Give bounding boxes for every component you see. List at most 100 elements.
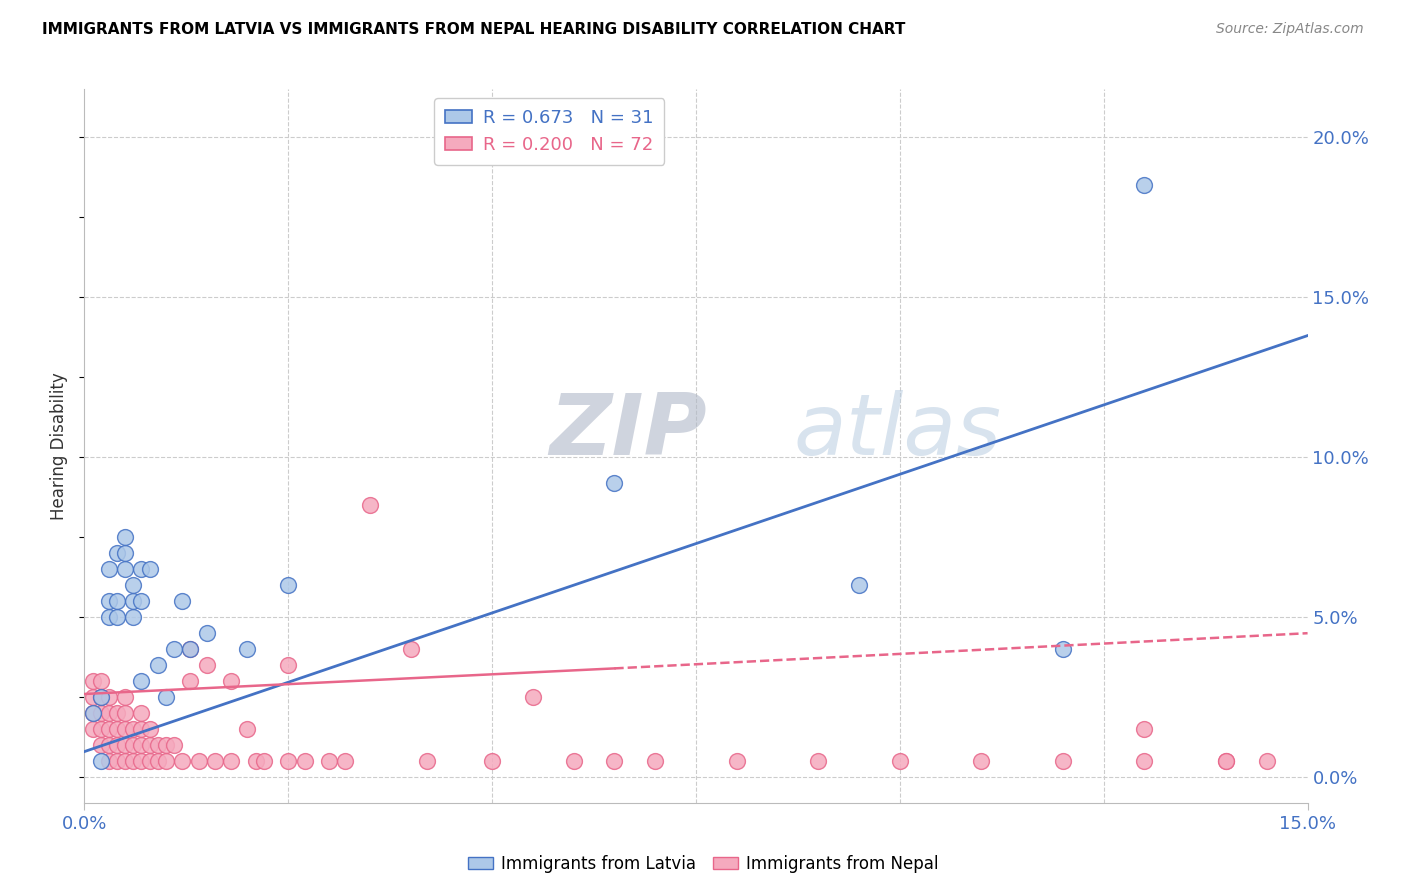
Point [122, 578, 145, 592]
Point [90, 706, 112, 721]
Point [481, 754, 503, 768]
Point [105, 706, 128, 721]
Point [114, 706, 136, 721]
Point [236, 642, 259, 657]
Point [105, 594, 128, 608]
Point [195, 658, 218, 673]
Point [122, 594, 145, 608]
Point [131, 738, 153, 752]
Point [253, 754, 276, 768]
Point [172, 594, 194, 608]
Point [97, 690, 120, 705]
Point [90, 722, 112, 736]
Point [603, 754, 626, 768]
Text: Source: ZipAtlas.com: Source: ZipAtlas.com [1216, 22, 1364, 37]
Point [114, 738, 136, 752]
Point [970, 754, 993, 768]
Point [138, 722, 160, 736]
Point [138, 562, 160, 576]
Point [155, 738, 177, 752]
Point [90, 674, 112, 689]
Point [105, 738, 128, 752]
Point [122, 754, 145, 768]
Point [114, 690, 136, 705]
Point [131, 754, 153, 768]
Point [219, 754, 242, 768]
Point [97, 722, 120, 736]
Point [146, 754, 169, 768]
Point [522, 690, 544, 705]
Point [603, 475, 626, 490]
Point [889, 754, 911, 768]
Point [245, 754, 267, 768]
Point [1133, 178, 1156, 193]
Point [399, 642, 422, 657]
Point [122, 610, 145, 624]
Point [114, 754, 136, 768]
Point [807, 754, 830, 768]
Point [179, 642, 201, 657]
Point [187, 754, 209, 768]
Point [163, 738, 186, 752]
Point [97, 594, 120, 608]
Point [82, 690, 104, 705]
Point [138, 754, 160, 768]
Point [172, 754, 194, 768]
Point [97, 706, 120, 721]
Point [97, 754, 120, 768]
Y-axis label: Hearing Disability: Hearing Disability [51, 372, 69, 520]
Point [416, 754, 439, 768]
Point [114, 546, 136, 560]
Point [82, 706, 104, 721]
Point [1052, 754, 1074, 768]
Point [82, 706, 104, 721]
Point [122, 738, 145, 752]
Point [90, 754, 112, 768]
Point [90, 690, 112, 705]
Point [848, 578, 870, 592]
Point [277, 658, 299, 673]
Legend: R = 0.673   N = 31, R = 0.200   N = 72: R = 0.673 N = 31, R = 0.200 N = 72 [434, 98, 664, 165]
Point [131, 706, 153, 721]
Legend: Immigrants from Latvia, Immigrants from Nepal: Immigrants from Latvia, Immigrants from … [461, 848, 945, 880]
Point [131, 562, 153, 576]
Point [105, 546, 128, 560]
Point [294, 754, 316, 768]
Point [138, 738, 160, 752]
Point [1133, 722, 1156, 736]
Point [131, 722, 153, 736]
Point [179, 674, 201, 689]
Text: atlas: atlas [794, 390, 1002, 474]
Point [335, 754, 357, 768]
Point [644, 754, 666, 768]
Point [105, 610, 128, 624]
Point [1215, 754, 1237, 768]
Point [163, 642, 186, 657]
Text: IMMIGRANTS FROM LATVIA VS IMMIGRANTS FROM NEPAL HEARING DISABILITY CORRELATION C: IMMIGRANTS FROM LATVIA VS IMMIGRANTS FRO… [42, 22, 905, 37]
Point [725, 754, 748, 768]
Point [1052, 642, 1074, 657]
Point [277, 754, 299, 768]
Point [90, 690, 112, 705]
Point [219, 674, 242, 689]
Point [204, 754, 226, 768]
Point [114, 562, 136, 576]
Point [114, 530, 136, 544]
Text: ZIP: ZIP [550, 390, 707, 474]
Point [179, 642, 201, 657]
Point [105, 722, 128, 736]
Point [97, 562, 120, 576]
Point [97, 610, 120, 624]
Point [195, 626, 218, 640]
Point [90, 738, 112, 752]
Point [131, 674, 153, 689]
Point [97, 738, 120, 752]
Point [277, 578, 299, 592]
Point [359, 498, 381, 512]
Point [155, 754, 177, 768]
Point [122, 722, 145, 736]
Point [318, 754, 340, 768]
Point [82, 722, 104, 736]
Point [1215, 754, 1237, 768]
Point [562, 754, 585, 768]
